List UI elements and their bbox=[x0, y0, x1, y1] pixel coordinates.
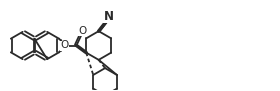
Text: O: O bbox=[60, 40, 69, 51]
Text: O: O bbox=[78, 26, 87, 36]
Text: N: N bbox=[104, 10, 113, 23]
